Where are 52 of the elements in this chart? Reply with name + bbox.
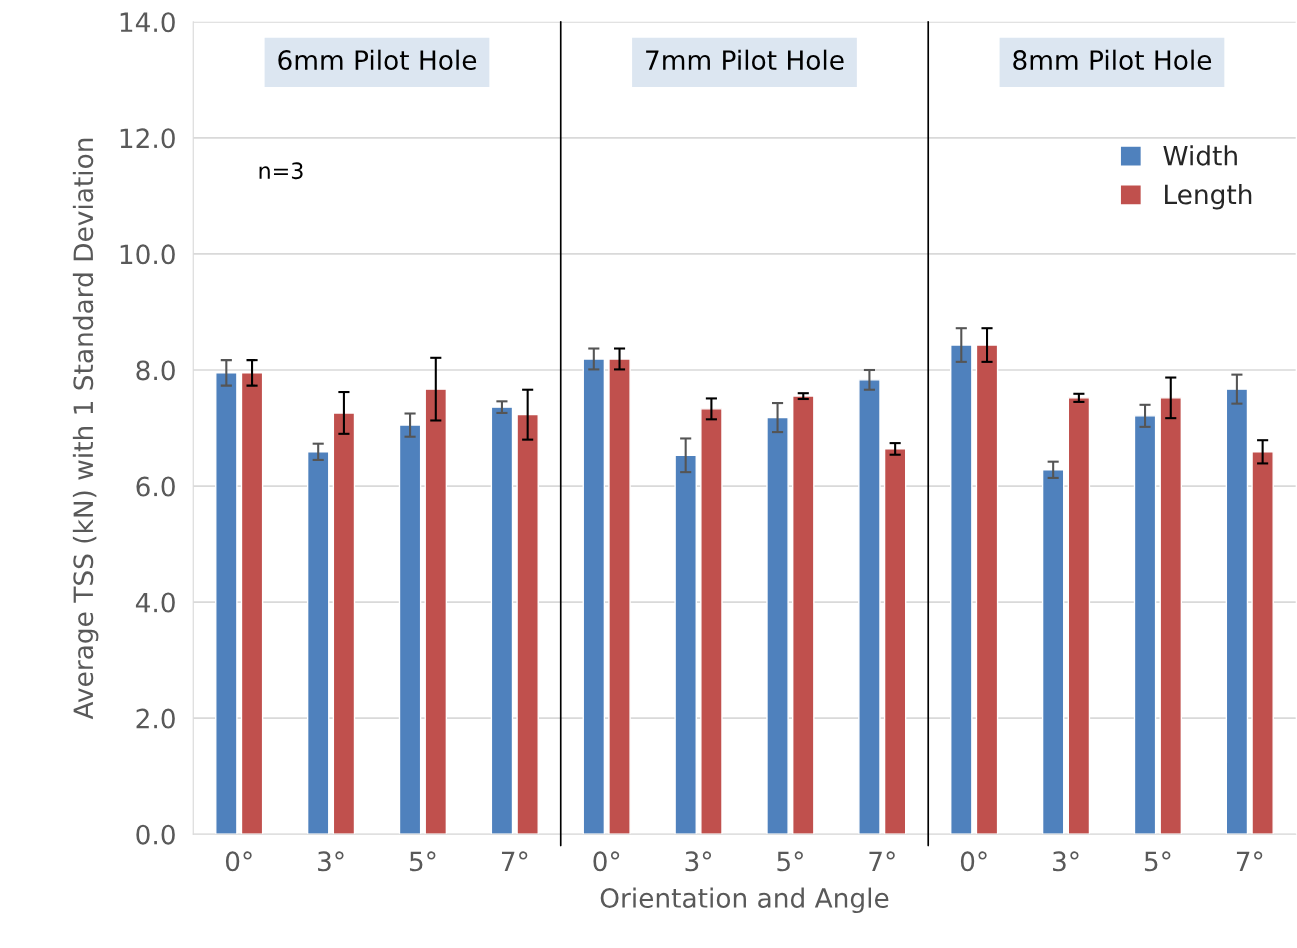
y-axis-title: Average TSS (kN) with 1 Standard Deviation: [72, 138, 99, 720]
bar: [674, 454, 697, 835]
bar: [792, 395, 815, 835]
bar: [1251, 451, 1274, 835]
bar: [240, 372, 264, 835]
bar: [424, 388, 448, 835]
y-tick-label: 2.0: [136, 708, 175, 729]
annotation: 6mm Pilot Hole: [278, 49, 477, 71]
bar: [215, 372, 238, 835]
y-tick-label: 14.0: [120, 12, 175, 33]
x-tick-label: 3°: [1053, 851, 1079, 872]
annotation: 7mm Pilot Hole: [646, 49, 844, 71]
bar: [516, 413, 539, 835]
x-tick-label: 7°: [501, 851, 528, 871]
legend-label: Width: [1163, 145, 1237, 166]
y-tick-label: 8.0: [136, 360, 175, 381]
x-tick-label: 3°: [318, 851, 344, 872]
bar: [766, 416, 789, 835]
x-tick-label: 5°: [409, 851, 436, 872]
bar: [1225, 388, 1249, 835]
x-axis-title: Orientation and Angle: [600, 887, 889, 914]
x-tick-label: 0°: [225, 851, 252, 872]
x-tick-label: 0°: [593, 851, 620, 872]
bar: [608, 358, 631, 835]
bar: [1133, 415, 1157, 835]
x-tick-label: 3°: [685, 851, 712, 872]
x-tick-label: 7°: [869, 851, 895, 871]
bar: [883, 448, 907, 835]
bar: [975, 344, 999, 835]
bar: [858, 379, 881, 835]
x-tick-label: 0°: [960, 851, 987, 872]
bar: [306, 451, 330, 835]
x-tick-label: 5°: [1144, 851, 1171, 872]
x-tick-label: 7°: [1236, 851, 1263, 871]
bar: [1159, 397, 1183, 835]
bar: [332, 412, 356, 835]
x-tick-label: 5°: [777, 851, 803, 872]
y-tick-label: 4.0: [135, 592, 175, 613]
y-tick-label: 12.0: [120, 128, 175, 149]
legend-label: Length: [1165, 184, 1252, 210]
bar: [582, 358, 606, 835]
y-tick-label: 10.0: [120, 244, 175, 265]
bar: [700, 408, 723, 835]
annotation: n=3: [259, 162, 303, 180]
bar: [950, 344, 973, 835]
bar: [398, 424, 422, 835]
bar: [1041, 469, 1065, 835]
y-tick-label: 0.0: [136, 824, 175, 845]
bar: [490, 406, 514, 835]
annotation: 8mm Pilot Hole: [1013, 49, 1212, 71]
bar: [1067, 397, 1091, 835]
y-tick-label: 6.0: [136, 476, 175, 497]
